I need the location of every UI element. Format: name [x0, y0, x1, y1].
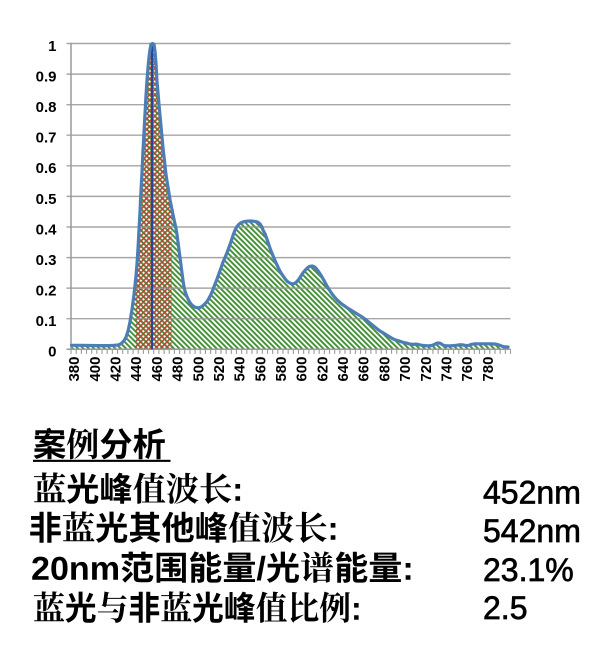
svg-text:542nm: 542nm — [483, 513, 581, 549]
svg-text:0.9: 0.9 — [36, 69, 57, 86]
svg-text:660: 660 — [356, 357, 373, 382]
svg-text:0.2: 0.2 — [36, 283, 57, 300]
svg-text:580: 580 — [273, 357, 290, 382]
svg-text:560: 560 — [252, 357, 269, 382]
svg-text:0.8: 0.8 — [36, 99, 57, 116]
svg-text:540: 540 — [232, 357, 249, 382]
svg-text:1: 1 — [48, 38, 56, 55]
svg-text:400: 400 — [87, 357, 104, 382]
svg-text:520: 520 — [211, 357, 228, 382]
svg-text:23.1%: 23.1% — [483, 552, 574, 588]
svg-text:640: 640 — [335, 357, 352, 382]
svg-text:452nm: 452nm — [483, 474, 581, 510]
svg-text:600: 600 — [294, 357, 311, 382]
svg-text:440: 440 — [128, 357, 145, 382]
svg-text:780: 780 — [480, 357, 497, 382]
svg-text:760: 760 — [459, 357, 476, 382]
svg-text:720: 720 — [418, 357, 435, 382]
svg-text:0.5: 0.5 — [36, 191, 57, 208]
svg-text:700: 700 — [397, 357, 414, 382]
svg-text:620: 620 — [314, 357, 331, 382]
svg-text:420: 420 — [108, 357, 125, 382]
svg-text:0: 0 — [48, 344, 56, 361]
svg-text:0.1: 0.1 — [36, 313, 57, 330]
svg-text:740: 740 — [438, 357, 455, 382]
svg-text:500: 500 — [190, 357, 207, 382]
svg-text:480: 480 — [170, 357, 187, 382]
svg-text:380: 380 — [66, 357, 83, 382]
svg-text:0.6: 0.6 — [36, 160, 57, 177]
svg-text:2.5: 2.5 — [483, 590, 527, 626]
svg-text:460: 460 — [149, 357, 166, 382]
svg-text:0.4: 0.4 — [36, 221, 58, 238]
svg-text:0.7: 0.7 — [36, 130, 57, 147]
svg-text:680: 680 — [376, 357, 393, 382]
svg-text:0.3: 0.3 — [36, 252, 57, 269]
